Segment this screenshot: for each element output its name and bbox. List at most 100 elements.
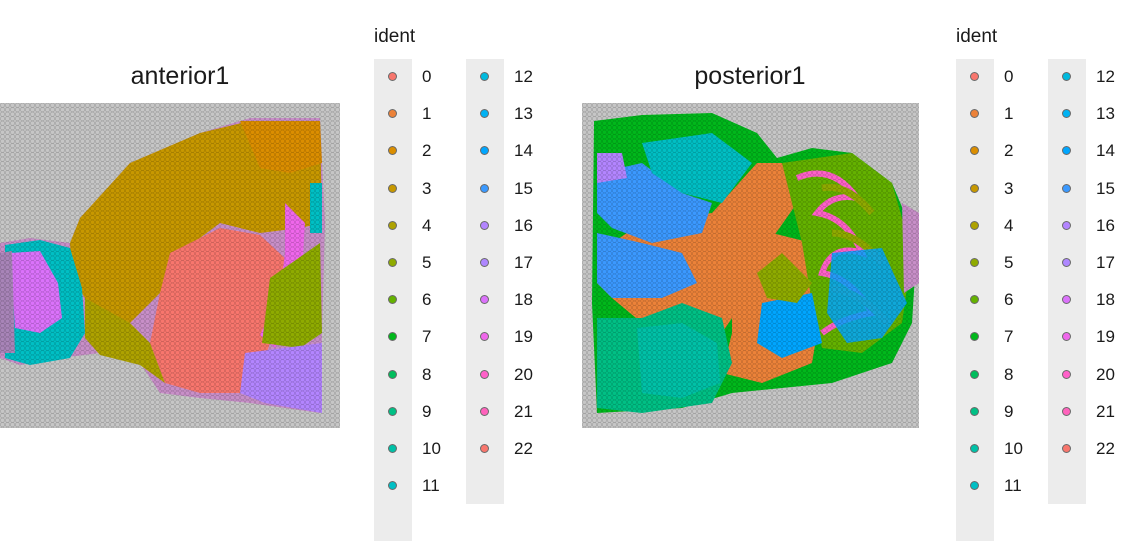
posterior-legend-dot-5	[970, 258, 979, 267]
posterior-legend-item-1: 1	[956, 96, 1036, 133]
anterior-legend-key-22	[466, 431, 504, 468]
anterior-tissue-image	[0, 103, 340, 428]
anterior-legend-item-19: 19	[466, 319, 546, 356]
posterior-legend-dot-4	[970, 220, 979, 230]
anterior-legend-item-16: 16	[466, 208, 546, 245]
anterior-legend-title: ident	[374, 26, 416, 47]
posterior-legend: ident 0 1 2 3 4 5 6 7 8 9 10 11 12 13 14 15 16 17 18 19 20 21…	[956, 26, 1136, 541]
posterior-legend-key-12	[1048, 59, 1086, 96]
posterior-legend-label-19: 19	[1096, 327, 1115, 347]
posterior-legend-item-14: 14	[1048, 133, 1128, 170]
anterior-legend-dot-15	[480, 183, 489, 193]
posterior-legend-key-7	[956, 319, 994, 356]
anterior-legend-key-4	[374, 208, 412, 245]
anterior-legend-label-8: 8	[422, 364, 432, 384]
posterior-legend-item-7: 7	[956, 319, 1036, 356]
posterior-legend-dot-16	[1062, 220, 1071, 230]
anterior-legend-item-21: 21	[466, 394, 546, 431]
posterior-legend-label-11: 11	[1004, 476, 1022, 496]
posterior-legend-key-4	[956, 208, 994, 245]
posterior-legend-dot-7	[970, 332, 979, 342]
anterior-legend-item-11: 11	[374, 468, 454, 505]
anterior-legend-label-20: 20	[514, 364, 533, 384]
posterior-legend-label-22: 22	[1096, 439, 1115, 458]
posterior-legend-dot-21	[1062, 406, 1071, 416]
anterior-legend-key-9	[374, 394, 412, 431]
posterior-legend-key-10	[956, 431, 994, 468]
anterior-legend-dot-4	[388, 220, 397, 230]
posterior-legend-key-5	[956, 245, 994, 282]
anterior-legend-label-0: 0	[422, 67, 432, 86]
posterior-legend-key-17	[1048, 245, 1086, 282]
posterior-legend-col-2	[1048, 59, 1086, 504]
posterior-legend-label-18: 18	[1096, 290, 1115, 310]
posterior-legend-dot-2	[970, 146, 979, 156]
anterior-legend-item-6: 6	[374, 282, 454, 319]
posterior-legend-item-3: 3	[956, 171, 1036, 208]
anterior-legend-item-8: 8	[374, 357, 454, 394]
posterior-legend-item-18: 18	[1048, 282, 1128, 319]
posterior-legend-dot-9	[970, 406, 979, 416]
anterior-legend-label-22: 22	[514, 439, 533, 458]
posterior-legend-key-20	[1048, 357, 1086, 394]
posterior-legend-dot-3	[970, 183, 979, 193]
posterior-legend-item-16: 16	[1048, 208, 1128, 245]
anterior-legend-item-5: 5	[374, 245, 454, 282]
anterior-legend-dot-21	[480, 406, 489, 416]
anterior-legend-key-17	[466, 245, 504, 282]
posterior-spot-map	[582, 103, 919, 428]
anterior-legend-dot-2	[388, 146, 397, 156]
anterior-legend-dot-13	[480, 109, 489, 119]
posterior-legend-item-22: 22	[1048, 431, 1128, 468]
anterior-legend-item-1: 1	[374, 96, 454, 133]
posterior-legend-label-3: 3	[1004, 178, 1014, 198]
posterior-legend-dot-8	[970, 369, 979, 379]
posterior-legend-dot-20	[1062, 369, 1071, 379]
posterior-legend-item-4: 4	[956, 208, 1036, 245]
anterior-legend-key-16	[466, 208, 504, 245]
posterior-legend-label-8: 8	[1004, 364, 1014, 384]
anterior-legend-item-22: 22	[466, 431, 546, 468]
anterior-legend-label-6: 6	[422, 290, 432, 310]
anterior-legend-key-3	[374, 171, 412, 208]
posterior-legend-label-9: 9	[1004, 401, 1014, 421]
posterior-legend-label-15: 15	[1096, 178, 1115, 198]
anterior-legend-label-13: 13	[514, 104, 533, 124]
anterior-legend-label-10: 10	[422, 439, 441, 458]
posterior-legend-dot-1	[970, 109, 979, 119]
posterior-title: posterior1	[694, 62, 806, 90]
posterior-legend-dot-0	[970, 72, 979, 81]
anterior-legend-item-2: 2	[374, 133, 454, 170]
posterior-legend-item-21: 21	[1048, 394, 1128, 431]
anterior-legend-dot-1	[388, 109, 397, 119]
posterior-legend-label-20: 20	[1096, 364, 1115, 384]
posterior-legend-key-6	[956, 282, 994, 319]
posterior-legend-key-11	[956, 468, 994, 505]
posterior-legend-label-6: 6	[1004, 290, 1014, 310]
anterior-legend-label-11: 11	[422, 476, 440, 496]
anterior-legend-key-8	[374, 357, 412, 394]
anterior-legend-item-9: 9	[374, 394, 454, 431]
anterior-legend-label-3: 3	[422, 178, 432, 198]
posterior-legend-key-2	[956, 133, 994, 170]
anterior-legend-label-5: 5	[422, 253, 432, 272]
anterior-legend-item-4: 4	[374, 208, 454, 245]
posterior-legend-label-13: 13	[1096, 104, 1115, 124]
anterior-legend-item-12: 12	[466, 59, 546, 96]
posterior-legend-key-1	[956, 96, 994, 133]
anterior-legend-item-17: 17	[466, 245, 546, 282]
posterior-legend-key-14	[1048, 133, 1086, 170]
anterior-legend-label-16: 16	[514, 215, 533, 235]
posterior-legend-label-21: 21	[1096, 401, 1115, 421]
anterior-legend-key-13	[466, 96, 504, 133]
posterior-legend-label-16: 16	[1096, 215, 1115, 235]
anterior-legend-dot-6	[388, 295, 397, 305]
posterior-legend-key-13	[1048, 96, 1086, 133]
posterior-legend-key-21	[1048, 394, 1086, 431]
posterior-legend-key-0	[956, 59, 994, 96]
posterior-legend-item-2: 2	[956, 133, 1036, 170]
anterior-legend-key-5	[374, 245, 412, 282]
anterior-legend-item-10: 10	[374, 431, 454, 468]
posterior-legend-item-11: 11	[956, 468, 1036, 505]
anterior-legend-dot-0	[388, 72, 397, 81]
